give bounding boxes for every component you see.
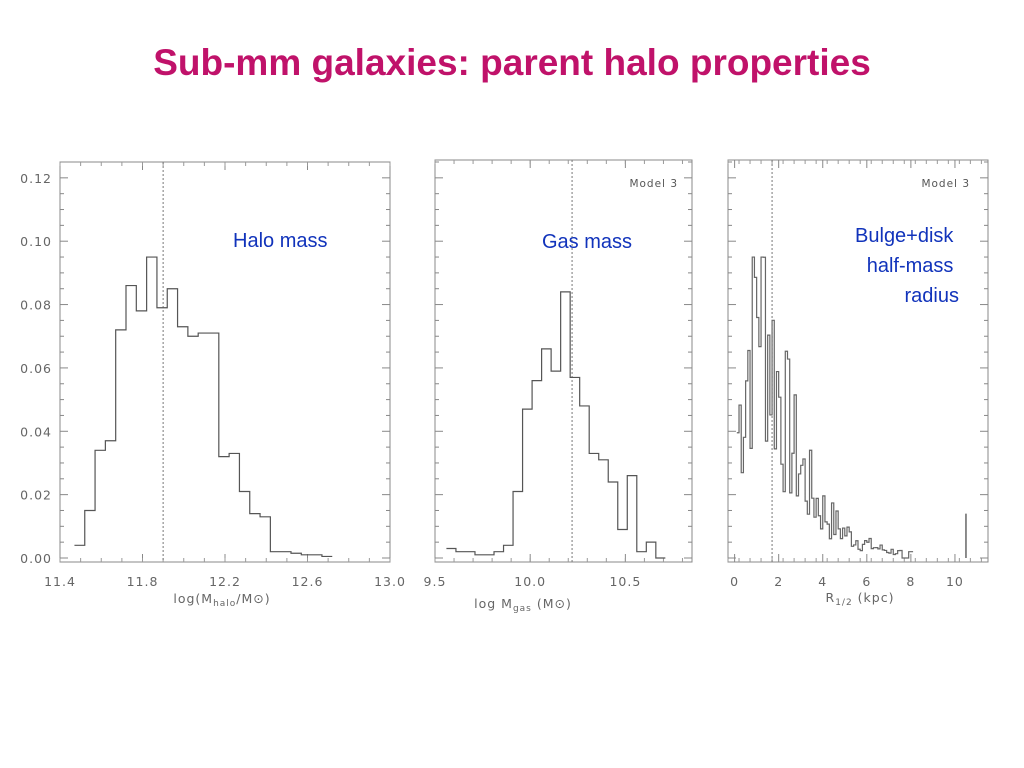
x-tick-label: 8 — [906, 574, 915, 589]
x-axis-label: log(Mhalo/M⊙) — [173, 591, 270, 609]
histogram-steps — [74, 256, 333, 558]
x-tick-label: 10.0 — [514, 574, 546, 589]
plot-frame — [59, 161, 391, 563]
y-tick-label: 0.12 — [20, 171, 52, 186]
x-axis-label: log Mgas (M⊙) — [474, 596, 572, 614]
y-tick-label: 0.10 — [20, 234, 52, 249]
annotation-radius: Bulge+disk half-mass radius — [855, 225, 959, 307]
x-tick-label: 0 — [730, 574, 739, 589]
x-tick-label: 9.5 — [424, 574, 447, 589]
model-label: Model 3 — [921, 178, 970, 190]
halo-mass-histogram: 0.00 0.02 0.04 0.06 0.08 0.10 0.12 11.4 11.8 12.… — [20, 161, 406, 609]
plot-frame — [727, 159, 989, 563]
x-tick-label: 6 — [862, 574, 871, 589]
slide-title: Sub-mm galaxies: parent halo properties — [153, 42, 871, 83]
x-tick-label: 10 — [946, 574, 964, 589]
y-tick-label: 0.08 — [20, 298, 52, 313]
x-tick-label: 12.6 — [292, 574, 324, 589]
gas-mass-histogram: 9.5 10.0 10.5 Model 3 Gas mass log Mgas (M… — [424, 159, 693, 614]
x-tick-label: 11.4 — [44, 574, 76, 589]
annotation-halo-mass: Halo mass — [233, 230, 327, 252]
x-tick-label: 11.8 — [127, 574, 159, 589]
y-tick-label: 0.00 — [20, 551, 52, 566]
x-axis-label: R1/2 (kpc) — [826, 590, 895, 608]
annotation-gas-mass: Gas mass — [542, 231, 632, 253]
x-tick-label: 4 — [818, 574, 827, 589]
x-tick-label: 12.2 — [209, 574, 241, 589]
radius-histogram: 0 2 4 6 8 10 Model 3 Bulge+disk half-mass rad… — [727, 159, 989, 608]
x-tick-label: 10.5 — [609, 574, 641, 589]
y-tick-label: 0.06 — [20, 361, 52, 376]
x-tick-label: 2 — [774, 574, 783, 589]
y-tick-label: 0.04 — [20, 424, 52, 439]
histogram-steps — [446, 291, 666, 559]
x-tick-label: 13.0 — [374, 574, 406, 589]
plot-frame — [434, 159, 693, 563]
y-tick-label: 0.02 — [20, 488, 52, 503]
model-label: Model 3 — [629, 178, 678, 190]
histogram-steps — [736, 256, 914, 559]
